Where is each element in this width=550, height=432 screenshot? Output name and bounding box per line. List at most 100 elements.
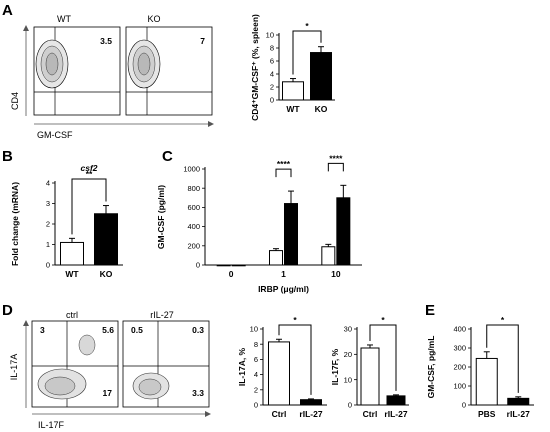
x-tick-label: KO xyxy=(315,104,328,114)
y-tick-label: 1000 xyxy=(183,165,200,174)
event-cloud xyxy=(35,39,69,89)
y-tick-label: 100 xyxy=(453,382,466,391)
y-tick-label: 600 xyxy=(187,203,200,212)
x-tick-label: PBS xyxy=(478,409,496,419)
event-cloud xyxy=(37,334,96,400)
flow-plot-ko: KO 7 xyxy=(125,14,213,116)
y-axis-label: GM-CSF, pg/mL xyxy=(426,336,436,399)
quadrant-value-upper-right: 5.6 xyxy=(102,325,114,335)
y-axis-label: GM-CSF (pg/ml) xyxy=(156,185,166,249)
flow-title: rIL-27 xyxy=(150,310,174,320)
flow-x-label: IL-17F xyxy=(38,420,65,430)
flow-x-label: GM-CSF xyxy=(37,130,73,140)
bar xyxy=(321,246,336,266)
panel-label-e: E xyxy=(425,302,435,319)
flow-y-label: IL-17A xyxy=(9,354,19,381)
y-tick-label: 400 xyxy=(187,222,200,231)
y-tick-label: 6 xyxy=(254,355,258,364)
significance-label: **** xyxy=(277,159,291,169)
quadrant-value-upper-left: 0.5 xyxy=(131,325,143,335)
y-tick-label: 200 xyxy=(453,363,466,372)
significance-label: * xyxy=(381,315,385,325)
significance-bracket xyxy=(71,178,107,235)
flow-frame xyxy=(122,320,210,408)
y-tick-label: 2 xyxy=(46,220,50,229)
bar xyxy=(284,203,298,266)
panel-label-a: A xyxy=(2,2,13,19)
y-tick-label: 0 xyxy=(254,401,258,410)
arrowhead-icon xyxy=(205,411,211,417)
y-tick-label: 6 xyxy=(270,57,274,66)
panel-label-b: B xyxy=(2,148,13,165)
x-tick-label: Ctrl xyxy=(272,409,287,419)
significance-bracket xyxy=(486,324,519,393)
x-tick-label: rIL-27 xyxy=(507,409,530,419)
bar xyxy=(269,250,283,266)
y-axis-label: IL-17F, % xyxy=(330,348,340,385)
quadrant-value-upper-right: 3.5 xyxy=(100,36,112,46)
y-tick-label: 0 xyxy=(348,401,352,410)
flow-plot-wt: WT 3.5 xyxy=(33,14,121,116)
bar xyxy=(216,264,231,267)
y-axis-label: CD4⁺GM-CSF⁺ (%, spleen) xyxy=(250,14,260,121)
flow-title: KO xyxy=(147,14,160,24)
event-cloud xyxy=(132,372,170,400)
x-tick-label: rIL-27 xyxy=(384,409,407,419)
y-tick-label: 8 xyxy=(270,44,274,53)
quadrant-value-lower-right: 3.3 xyxy=(192,388,204,398)
bar xyxy=(475,357,498,406)
significance-label: **** xyxy=(329,153,343,163)
y-tick-label: 30 xyxy=(344,325,352,334)
bar xyxy=(268,341,290,406)
y-tick-label: 800 xyxy=(187,184,200,193)
flow-frame xyxy=(33,26,121,116)
significance-bracket xyxy=(327,162,344,172)
bar xyxy=(336,197,351,266)
flow-plot-ril27: rIL-27 0.5 0.3 3.3 xyxy=(122,310,210,408)
x-tick-label: 10 xyxy=(331,269,341,279)
flow-title: ctrl xyxy=(66,310,78,320)
panel-label-c: C xyxy=(162,148,173,165)
event-cloud xyxy=(127,39,161,89)
significance-bracket xyxy=(292,30,322,75)
bar-chart-il17f: 0 10 20 30 IL-17F, % Ctrl rIL-27 * xyxy=(330,315,409,419)
y-tick-label: 20 xyxy=(344,350,352,359)
significance-bracket xyxy=(275,168,292,178)
quadrant-value-lower-right: 17 xyxy=(103,388,113,398)
y-tick-label: 10 xyxy=(266,31,274,40)
quadrant-value-upper-left: 3 xyxy=(40,325,45,335)
arrowhead-icon xyxy=(208,121,214,127)
y-tick-label: 4 xyxy=(46,179,50,188)
bar xyxy=(386,395,406,406)
panel-label-d: D xyxy=(2,302,13,319)
significance-bracket xyxy=(369,324,397,391)
flow-title: WT xyxy=(57,14,71,24)
bar xyxy=(507,397,530,406)
x-tick-label: Ctrl xyxy=(363,409,378,419)
bar-chart-cd4-gmcsf: 0 2 4 6 8 10 CD4⁺GM-CSF⁺ (%, spleen) WT KO * xyxy=(250,14,335,121)
bar xyxy=(360,347,380,406)
chart-title: csf2 xyxy=(80,163,97,173)
y-tick-label: 10 xyxy=(344,375,352,384)
significance-label: * xyxy=(501,315,505,325)
y-tick-label: 8 xyxy=(254,340,258,349)
bar-chart-irbp: 0 200 400 600 800 1000 GM-CSF (pg/ml) 0 1 10 IRBP … xyxy=(156,153,362,294)
y-tick-label: 1 xyxy=(46,240,50,249)
y-tick-label: 400 xyxy=(453,325,466,334)
bar xyxy=(94,213,118,266)
bar xyxy=(60,241,84,266)
quadrant-value-upper-right: 0.3 xyxy=(192,325,204,335)
x-axis-label: IRBP (μg/ml) xyxy=(258,284,309,294)
arrowhead-icon xyxy=(23,25,29,31)
significance-bracket xyxy=(278,324,312,395)
bar-chart-il17a: 0 2 4 6 8 10 IL-17A, % Ctrl rIL-27 * xyxy=(237,315,327,419)
y-axis-label: IL-17A, % xyxy=(237,347,247,386)
y-tick-label: 2 xyxy=(254,385,258,394)
y-tick-label: 300 xyxy=(453,344,466,353)
x-tick-label: WT xyxy=(286,104,300,114)
y-tick-label: 3 xyxy=(46,199,50,208)
flow-y-label: CD4 xyxy=(10,92,20,110)
x-tick-label: KO xyxy=(100,269,113,279)
bar xyxy=(310,52,332,101)
